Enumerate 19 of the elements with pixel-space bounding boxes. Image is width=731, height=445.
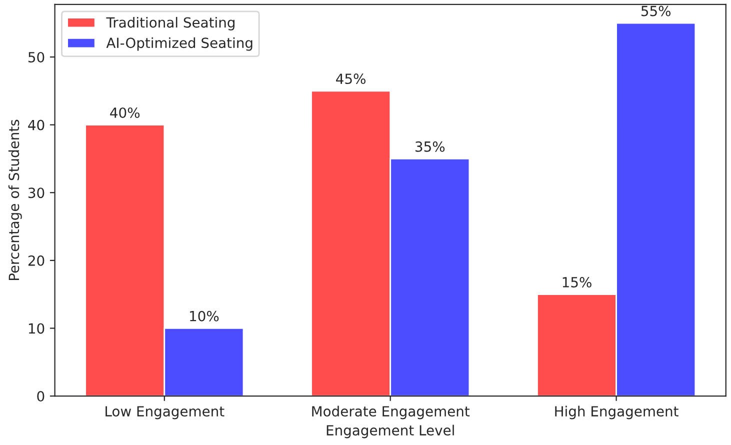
y-axis-title: Percentage of Students xyxy=(8,120,22,280)
y-tick-label: 50 xyxy=(28,52,44,62)
data-label: 15% xyxy=(562,276,592,288)
x-axis-title: Engagement Level xyxy=(326,424,454,438)
data-label: 10% xyxy=(190,310,219,322)
y-tick-label: 10 xyxy=(28,323,44,334)
x-tick-label: Moderate Engagement xyxy=(312,406,470,420)
data-label: 45% xyxy=(336,74,366,84)
data-label: 55% xyxy=(641,6,671,16)
legend-label: Traditional Seating xyxy=(106,16,234,30)
data-label: 40% xyxy=(110,107,140,118)
x-tick-label: High Engagement xyxy=(555,406,678,420)
y-tick-label: 20 xyxy=(28,255,44,266)
y-tick-label: 40 xyxy=(28,120,44,130)
legend-label: AI-Optimized Seating xyxy=(106,37,252,51)
y-tick-label: 30 xyxy=(28,188,44,198)
y-tick-label: 0 xyxy=(37,391,44,402)
x-tick-label: Low Engagement xyxy=(106,406,224,420)
data-label: 35% xyxy=(416,141,445,152)
